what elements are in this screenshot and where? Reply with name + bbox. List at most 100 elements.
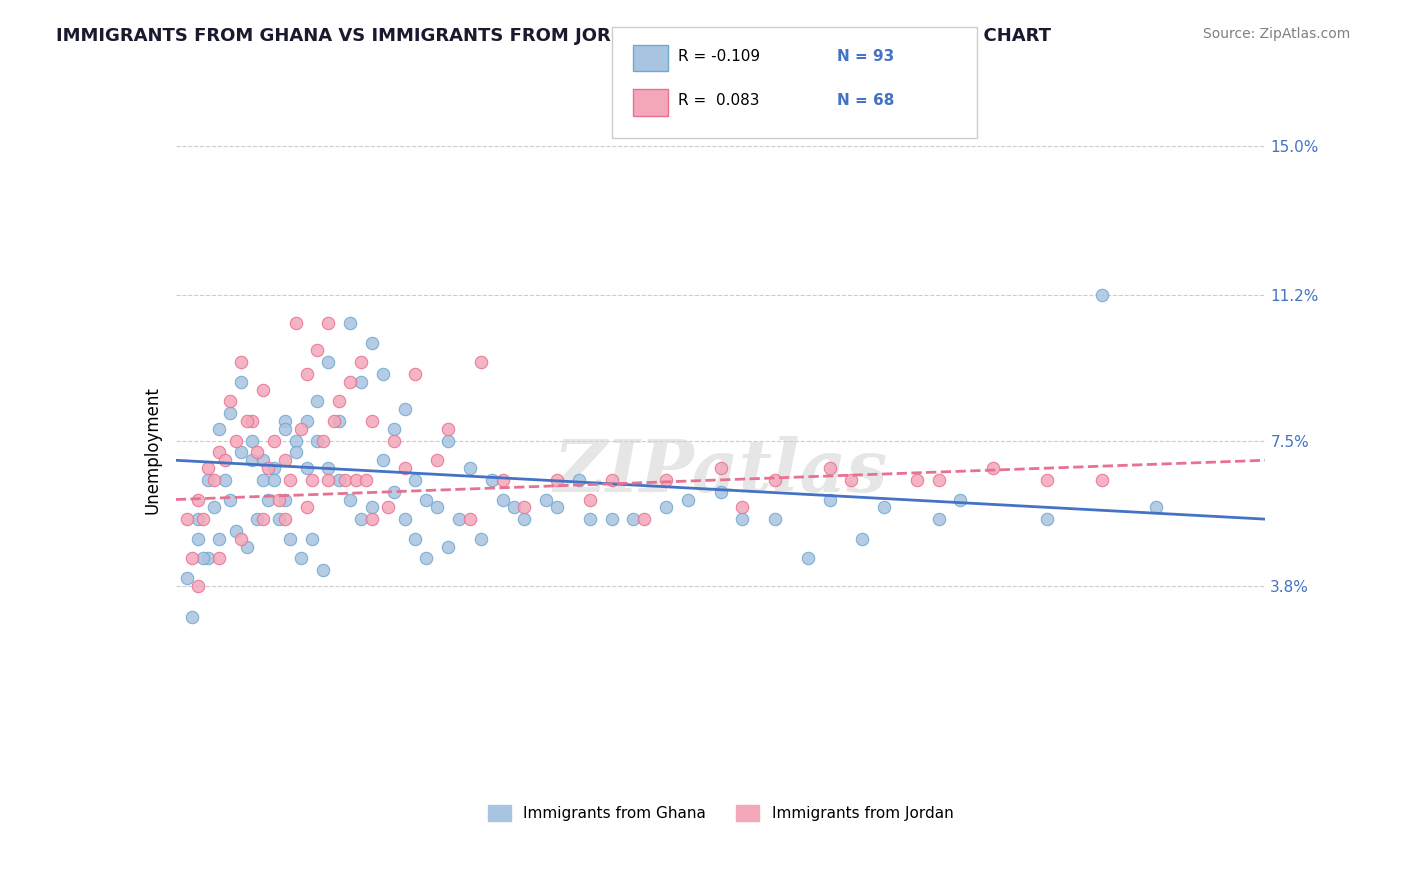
Immigrants from Ghana <box>318 355 340 369</box>
Immigrants from Jordan <box>470 355 492 369</box>
Immigrants from Ghana <box>225 524 247 538</box>
Immigrants from Ghana <box>339 316 361 330</box>
Immigrants from Ghana <box>655 500 678 515</box>
Immigrants from Ghana <box>318 461 340 475</box>
Immigrants from Ghana <box>470 532 492 546</box>
Text: R = -0.109: R = -0.109 <box>678 49 759 63</box>
Immigrants from Ghana <box>290 551 312 566</box>
Text: R =  0.083: R = 0.083 <box>678 94 759 108</box>
Immigrants from Ghana <box>426 500 449 515</box>
Immigrants from Jordan <box>377 500 399 515</box>
Immigrants from Jordan <box>818 461 841 475</box>
Legend: Immigrants from Ghana, Immigrants from Jordan: Immigrants from Ghana, Immigrants from J… <box>482 799 959 828</box>
Immigrants from Jordan <box>295 367 318 381</box>
Immigrants from Jordan <box>361 512 384 526</box>
Immigrants from Jordan <box>394 461 416 475</box>
Immigrants from Ghana <box>415 492 437 507</box>
Immigrants from Jordan <box>579 492 602 507</box>
Immigrants from Jordan <box>208 551 231 566</box>
Immigrants from Ghana <box>284 434 307 448</box>
Immigrants from Ghana <box>235 540 257 554</box>
Immigrants from Ghana <box>219 492 242 507</box>
Immigrants from Ghana <box>405 473 427 487</box>
Immigrants from Ghana <box>710 484 733 499</box>
Immigrants from Ghana <box>328 414 350 428</box>
Immigrants from Ghana <box>394 402 416 417</box>
Immigrants from Jordan <box>312 434 335 448</box>
Immigrants from Ghana <box>208 532 231 546</box>
Immigrants from Ghana <box>231 445 253 459</box>
Immigrants from Ghana <box>1146 500 1168 515</box>
Immigrants from Jordan <box>284 316 307 330</box>
Immigrants from Jordan <box>208 445 231 459</box>
Immigrants from Jordan <box>322 414 344 428</box>
Immigrants from Ghana <box>371 453 394 467</box>
Immigrants from Ghana <box>252 473 274 487</box>
Immigrants from Jordan <box>186 492 209 507</box>
Immigrants from Ghana <box>676 492 699 507</box>
Immigrants from Jordan <box>301 473 323 487</box>
Immigrants from Jordan <box>458 512 481 526</box>
Immigrants from Jordan <box>274 453 297 467</box>
Immigrants from Ghana <box>534 492 557 507</box>
Immigrants from Ghana <box>731 512 754 526</box>
Text: N = 68: N = 68 <box>837 94 894 108</box>
Immigrants from Ghana <box>231 375 253 389</box>
Immigrants from Jordan <box>246 445 269 459</box>
Immigrants from Ghana <box>437 434 460 448</box>
Immigrants from Jordan <box>437 422 460 436</box>
Immigrants from Ghana <box>186 512 209 526</box>
Immigrants from Ghana <box>197 551 219 566</box>
Immigrants from Jordan <box>231 532 253 546</box>
Immigrants from Jordan <box>252 383 274 397</box>
Immigrants from Ghana <box>928 512 950 526</box>
Immigrants from Ghana <box>873 500 896 515</box>
Immigrants from Jordan <box>356 473 378 487</box>
Immigrants from Ghana <box>284 445 307 459</box>
Immigrants from Jordan <box>225 434 247 448</box>
Immigrants from Ghana <box>328 473 350 487</box>
Immigrants from Jordan <box>240 414 263 428</box>
Immigrants from Jordan <box>841 473 863 487</box>
Immigrants from Jordan <box>295 500 318 515</box>
Immigrants from Jordan <box>252 512 274 526</box>
Immigrants from Jordan <box>181 551 204 566</box>
Immigrants from Jordan <box>257 461 280 475</box>
Immigrants from Ghana <box>458 461 481 475</box>
Immigrants from Ghana <box>219 406 242 420</box>
Immigrants from Jordan <box>263 434 285 448</box>
Immigrants from Ghana <box>415 551 437 566</box>
Text: N = 93: N = 93 <box>837 49 894 63</box>
Immigrants from Ghana <box>269 512 291 526</box>
Immigrants from Ghana <box>263 461 285 475</box>
Immigrants from Jordan <box>197 461 219 475</box>
Y-axis label: Unemployment: Unemployment <box>143 386 162 515</box>
Immigrants from Ghana <box>546 500 568 515</box>
Immigrants from Jordan <box>763 473 786 487</box>
Immigrants from Ghana <box>818 492 841 507</box>
Immigrants from Ghana <box>240 453 263 467</box>
Immigrants from Ghana <box>274 422 297 436</box>
Immigrants from Jordan <box>710 461 733 475</box>
Immigrants from Jordan <box>981 461 1004 475</box>
Immigrants from Jordan <box>426 453 449 467</box>
Immigrants from Ghana <box>568 473 591 487</box>
Immigrants from Jordan <box>191 512 214 526</box>
Immigrants from Ghana <box>339 492 361 507</box>
Immigrants from Ghana <box>295 414 318 428</box>
Immigrants from Jordan <box>546 473 568 487</box>
Immigrants from Ghana <box>181 610 204 624</box>
Immigrants from Jordan <box>328 394 350 409</box>
Immigrants from Jordan <box>344 473 367 487</box>
Immigrants from Ghana <box>301 532 323 546</box>
Immigrants from Ghana <box>949 492 972 507</box>
Immigrants from Ghana <box>361 335 384 350</box>
Text: ZIPatlas: ZIPatlas <box>554 435 887 507</box>
Immigrants from Ghana <box>600 512 623 526</box>
Immigrants from Jordan <box>382 434 405 448</box>
Immigrants from Jordan <box>202 473 225 487</box>
Immigrants from Ghana <box>350 375 373 389</box>
Immigrants from Ghana <box>394 512 416 526</box>
Immigrants from Ghana <box>307 434 329 448</box>
Immigrants from Jordan <box>290 422 312 436</box>
